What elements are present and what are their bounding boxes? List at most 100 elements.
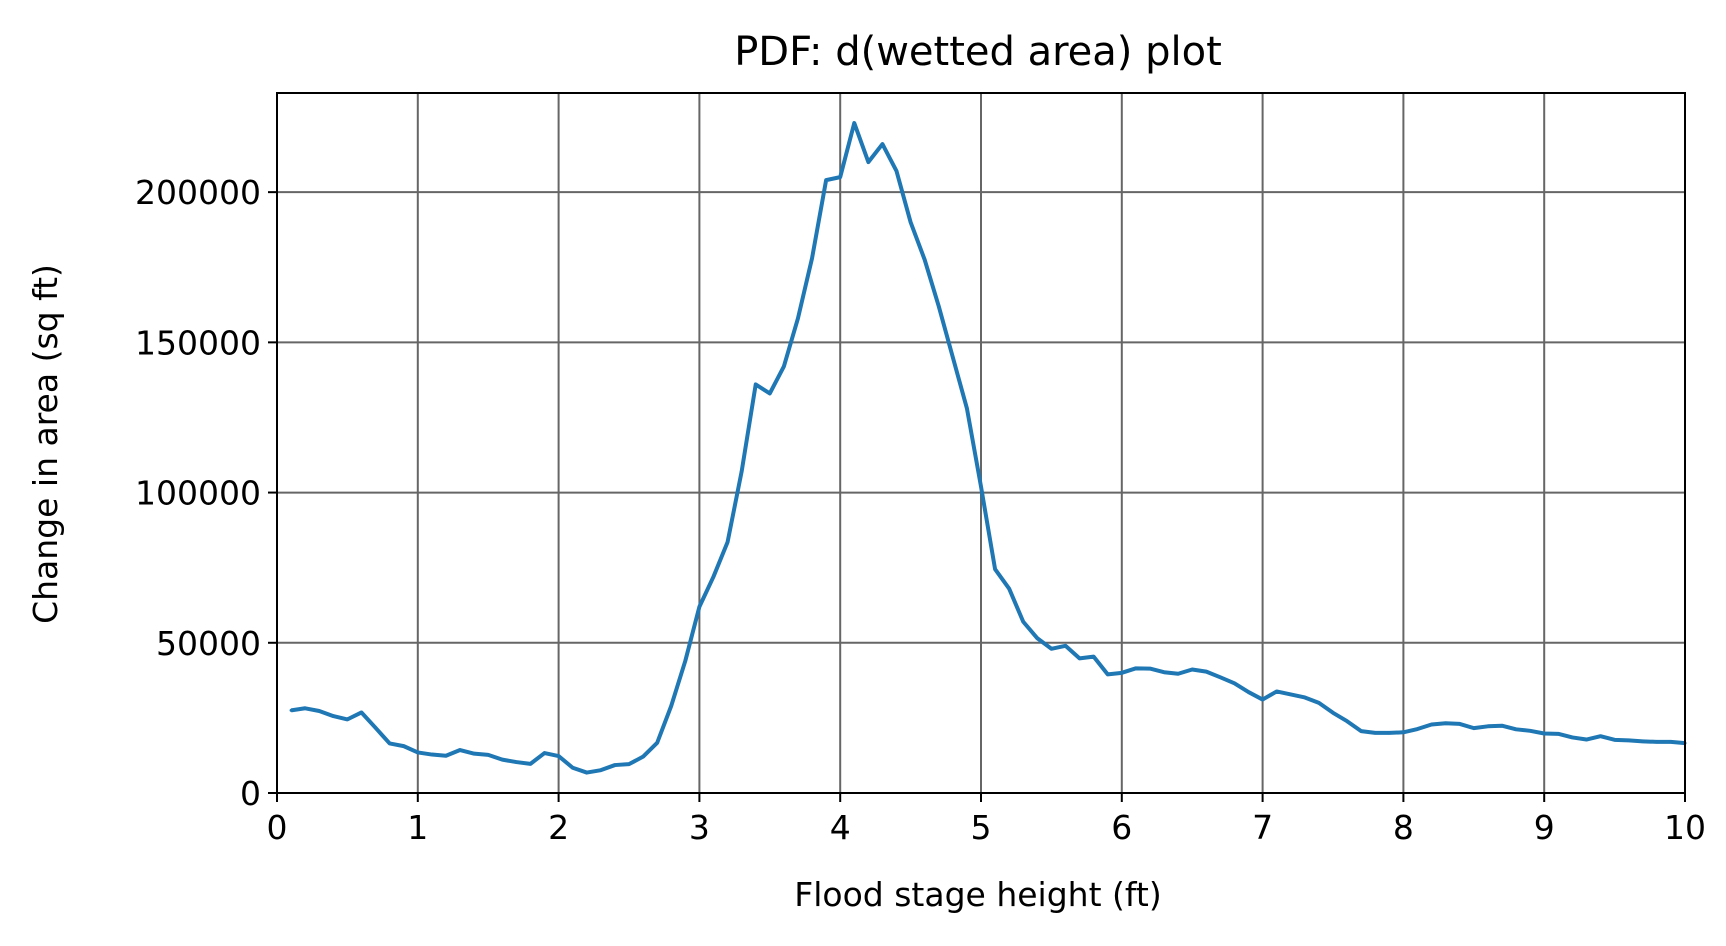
x-axis-label: Flood stage height (ft): [794, 875, 1161, 914]
data-point: [1063, 644, 1067, 648]
data-point: [1528, 729, 1532, 733]
data-point: [1007, 587, 1011, 591]
x-tick-label: 2: [548, 808, 569, 847]
data-point: [1331, 711, 1335, 715]
x-tick-label: 3: [689, 808, 710, 847]
x-tick-label: 10: [1664, 808, 1706, 847]
data-point: [711, 575, 715, 579]
data-point: [965, 406, 969, 410]
data-point: [543, 751, 547, 755]
data-point: [754, 382, 758, 386]
x-tick-label: 4: [830, 808, 851, 847]
data-point: [1458, 722, 1462, 726]
y-tick-label: 50000: [156, 624, 261, 663]
y-tick-label: 100000: [135, 474, 261, 513]
data-point: [838, 175, 842, 179]
data-point: [1514, 727, 1518, 731]
data-point: [1345, 719, 1349, 723]
data-point: [1247, 690, 1251, 694]
data-point: [1359, 729, 1363, 733]
data-point: [317, 709, 321, 713]
data-point: [937, 304, 941, 308]
data-point: [1106, 672, 1110, 676]
plot-area: [289, 121, 1687, 775]
data-point: [613, 763, 617, 767]
data-point: [1303, 695, 1307, 699]
data-point: [1289, 692, 1293, 696]
data-point: [852, 121, 856, 125]
data-point: [627, 762, 631, 766]
data-point: [1387, 731, 1391, 735]
data-point: [303, 706, 307, 710]
x-tick-label: 0: [267, 808, 288, 847]
data-point: [824, 178, 828, 182]
data-point: [1613, 738, 1617, 742]
data-point: [1599, 734, 1603, 738]
x-tick-label: 5: [971, 808, 992, 847]
data-point: [1655, 740, 1659, 744]
data-point: [359, 710, 363, 714]
data-point: [1627, 738, 1631, 742]
data-point: [1232, 681, 1236, 685]
data-point: [1415, 727, 1419, 731]
data-point: [557, 754, 561, 758]
data-point: [1472, 726, 1476, 730]
data-point: [641, 755, 645, 759]
x-tick-label: 1: [407, 808, 428, 847]
data-point: [1401, 730, 1405, 734]
data-point: [1190, 668, 1194, 672]
y-tick-label: 150000: [135, 323, 261, 362]
data-point: [1092, 655, 1096, 659]
data-point: [1570, 735, 1574, 739]
data-point: [416, 750, 420, 754]
data-point: [810, 256, 814, 260]
data-point: [571, 766, 575, 770]
data-point: [1486, 724, 1490, 728]
data-point: [1641, 739, 1645, 743]
y-tick-label: 0: [240, 774, 261, 813]
data-point: [458, 748, 462, 752]
series-line: [290, 121, 1686, 775]
data-point: [1584, 738, 1588, 742]
data-point: [1542, 732, 1546, 736]
data-point: [331, 714, 335, 718]
data-point: [683, 659, 687, 663]
data-point: [1430, 723, 1434, 726]
data-point: [895, 169, 899, 173]
data-point: [1373, 731, 1377, 735]
data-point: [1049, 647, 1053, 651]
data-point: [388, 741, 392, 745]
data-point: [1500, 724, 1504, 728]
x-tick-label: 7: [1252, 808, 1273, 847]
x-tick-label: 9: [1534, 808, 1555, 847]
data-point: [768, 391, 772, 395]
data-point: [1148, 667, 1152, 671]
data-point: [1317, 701, 1321, 705]
y-axis-label: Change in area (sq ft): [26, 264, 65, 624]
data-point: [1176, 672, 1180, 676]
data-point: [374, 726, 378, 730]
data-point: [1078, 656, 1082, 660]
data-point: [655, 741, 659, 745]
data-point: [1218, 675, 1222, 679]
chart-title: PDF: d(wetted area) plot: [734, 29, 1222, 75]
data-point: [289, 708, 293, 712]
data-point: [1162, 670, 1166, 674]
data-point: [1021, 620, 1025, 624]
data-point: [1275, 689, 1279, 693]
data-point: [796, 316, 800, 320]
data-point: [740, 470, 744, 474]
data-point: [599, 768, 603, 772]
data-point: [1120, 671, 1124, 675]
data-point: [345, 717, 349, 721]
y-tick-label: 200000: [135, 173, 261, 212]
data-point: [402, 744, 406, 748]
data-point: [1035, 636, 1039, 640]
data-point: [430, 753, 434, 757]
data-point: [782, 364, 786, 368]
x-tick-label: 8: [1393, 808, 1414, 847]
data-point: [993, 567, 997, 571]
data-point: [585, 771, 589, 775]
data-point: [486, 753, 490, 757]
